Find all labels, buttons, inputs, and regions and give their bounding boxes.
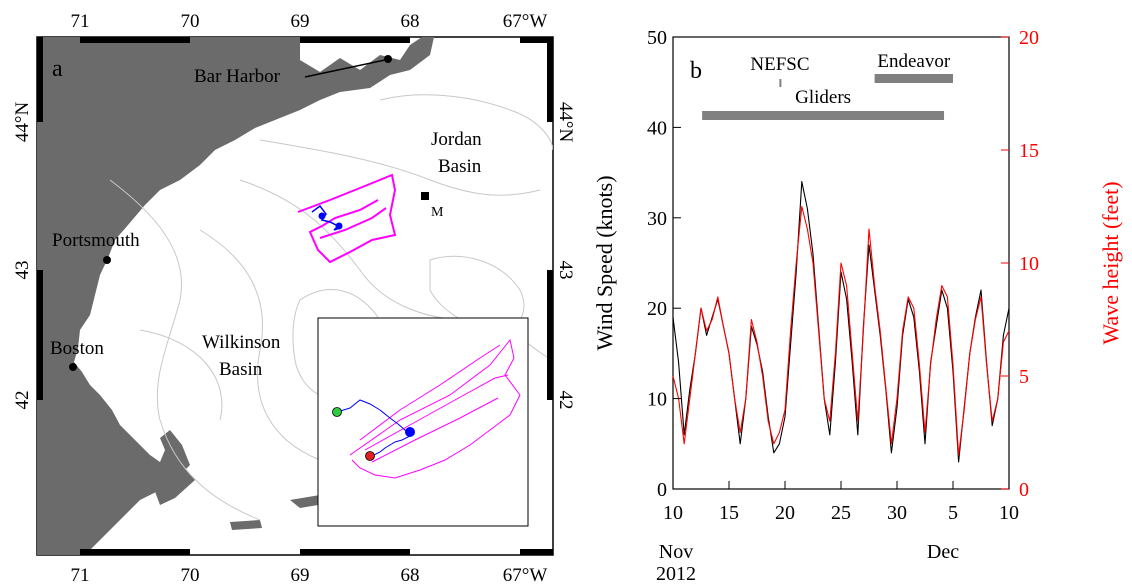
bar-label-endeavor: Endeavor <box>877 51 950 72</box>
x-tick-label: 5 <box>948 502 958 524</box>
y-right-tick-label: 5 <box>1019 366 1029 388</box>
svg-text:69: 69 <box>291 11 310 32</box>
inset-map <box>317 317 529 527</box>
wind-speed-line <box>672 181 1010 463</box>
label-wilkinson-1: Wilkinson <box>202 332 281 353</box>
platform-bars: NEFSC Endeavor Gliders <box>702 51 953 120</box>
x-tick-label: 15 <box>719 502 739 524</box>
svg-text:43: 43 <box>555 261 576 280</box>
y-right-tick-label: 10 <box>1019 253 1039 275</box>
bar-label-nefsc: NEFSC <box>750 54 809 75</box>
label-boston: Boston <box>50 338 104 359</box>
svg-text:70: 70 <box>181 565 200 584</box>
svg-text:44°N: 44°N <box>12 102 33 143</box>
svg-text:70: 70 <box>181 11 200 32</box>
y-left-tick-label: 40 <box>647 117 667 139</box>
island-land <box>230 520 262 530</box>
series-lines <box>672 181 1010 463</box>
label-jordan-1: Jordan <box>431 129 482 150</box>
bathymetry-contours <box>109 94 553 521</box>
x-month-dec: Dec <box>927 541 959 563</box>
y-left-tick-label: 50 <box>647 27 667 49</box>
svg-text:71: 71 <box>71 565 90 584</box>
y-left-tick-label: 20 <box>647 298 667 320</box>
start-marker <box>332 407 342 417</box>
svg-text:42: 42 <box>12 391 33 410</box>
svg-text:71: 71 <box>71 11 90 32</box>
x-tick-label: 10 <box>663 502 683 524</box>
x-tick-label: 20 <box>775 502 795 524</box>
svg-text:43: 43 <box>12 261 33 280</box>
label-wilkinson-2: Basin <box>219 359 263 380</box>
svg-text:69: 69 <box>291 565 310 584</box>
y-right-tick-label: 0 <box>1019 479 1029 501</box>
svg-text:67°W: 67°W <box>503 565 548 584</box>
svg-text:68: 68 <box>401 11 420 32</box>
label-bar-harbor: Bar Harbor <box>194 66 281 87</box>
cape-cod-land <box>150 468 195 505</box>
svg-text:44°N: 44°N <box>555 102 576 143</box>
bar-label-gliders: Gliders <box>795 87 851 108</box>
x-tick-label: 25 <box>831 502 851 524</box>
panel-label-a: a <box>52 56 63 82</box>
svg-text:67°W: 67°W <box>503 11 548 32</box>
bar-nefsc <box>779 79 782 87</box>
panel-label-b: b <box>690 58 702 84</box>
svg-text:42: 42 <box>555 391 576 410</box>
lat-tick-labels: 44°N 43 42 44°N 43 42 <box>12 102 576 410</box>
wave-height-line <box>672 205 1010 456</box>
y-left-tick-label: 30 <box>647 208 667 230</box>
lon-tick-labels: 71 70 69 68 67°W 71 70 69 68 67°W <box>71 11 548 584</box>
y-axis-right-label: Wave height (feet) <box>1098 181 1123 344</box>
glider-tracks-main <box>297 173 397 264</box>
y-left-tick-label: 10 <box>647 389 667 411</box>
y-axis-left-label: Wind Speed (knots) <box>592 175 617 350</box>
x-tick-label: 10 <box>999 502 1019 524</box>
y-right-tick-label: 20 <box>1019 27 1039 49</box>
bar-endeavor <box>874 74 953 83</box>
end-marker <box>365 451 375 461</box>
map-frame-bars <box>37 37 553 555</box>
x-month-nov: Nov <box>659 541 693 563</box>
x-year: 2012 <box>656 563 696 584</box>
y-right-tick-label: 15 <box>1019 140 1039 162</box>
map-panel: a Bar Harbor Portsmouth Boston Jordan Ba… <box>12 11 576 584</box>
svg-text:68: 68 <box>401 565 420 584</box>
bar-gliders <box>702 111 945 120</box>
label-portsmouth: Portsmouth <box>52 230 140 251</box>
label-mooring: M <box>431 205 444 220</box>
mooring-marker <box>421 192 429 200</box>
label-jordan-2: Basin <box>438 156 482 177</box>
x-tick-label: 30 <box>887 502 907 524</box>
y-left-tick-label: 0 <box>657 479 667 501</box>
land-mass <box>37 37 434 555</box>
